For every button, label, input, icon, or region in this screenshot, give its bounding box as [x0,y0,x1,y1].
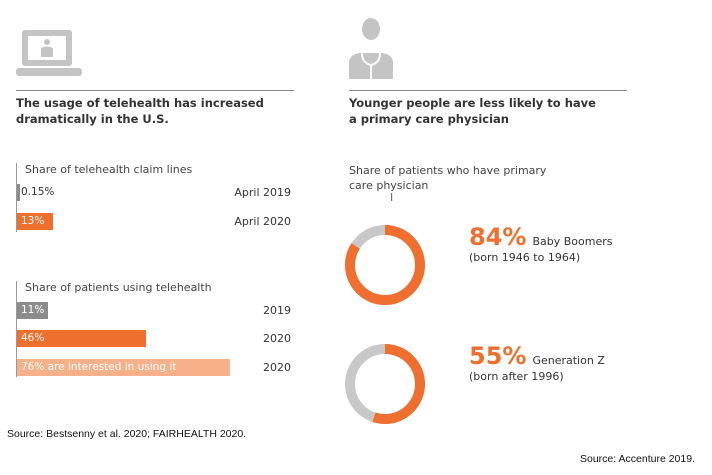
donut-detail: (born 1946 to 1964) [469,251,581,264]
right-heading: Younger people are less likely to have a… [349,95,596,127]
bar: 46% [17,330,146,347]
bar-period-label: 2020 [263,332,291,345]
donut-label-line1: 55% Generation Z [469,344,605,369]
divider [16,90,294,91]
doctor-stethoscope-icon [349,18,393,79]
donut-subtitle-line1: Share of patients who have primary [349,164,547,177]
bar-value-label: 46% [21,332,45,344]
donut-subtitle-line2: care physician [349,179,429,192]
bar-period-label: 2020 [263,361,291,374]
patients-axis [16,281,17,377]
left-heading-line1: The usage of telehealth has increased [16,96,264,110]
bar-value-label: 76% are interested in using it [21,361,177,373]
donut-percent: 84% [469,223,527,251]
donut-label-line1: 84% Baby Boomers [469,225,613,250]
donut-value-slice [345,225,425,305]
donut-value-slice [345,344,425,424]
bar-period-label: April 2020 [234,215,291,228]
right-heading-line1: Younger people are less likely to have [349,96,596,110]
laptop-doctor-icon [16,30,82,76]
patients-title: Share of patients using telehealth [25,281,212,294]
bar: 0.15% [17,184,77,201]
donut-detail: (born after 1996) [469,370,564,383]
left-heading-line2: dramatically in the U.S. [16,112,169,126]
text-cursor-icon: I [390,191,394,204]
donut-label: 55% Generation Z (born after 1996) [469,344,605,385]
bar-value-label: 11% [21,304,45,316]
right-heading-line2: a primary care physician [349,112,509,126]
bar: 13% [17,213,54,230]
bar: 11% [17,302,48,319]
donut-chart [345,225,425,305]
claims-title: Share of telehealth claim lines [25,163,193,176]
left-source: Source: Bestsenny et al. 2020; FAIRHEALT… [7,428,247,440]
divider [349,90,627,91]
donut-subtitle: Share of patients who have primary care … [349,163,546,193]
donut-label: 84% Baby Boomers (born 1946 to 1964) [469,225,613,266]
bar-value-label: 13% [21,215,45,227]
bar-period-label: 2019 [263,304,291,317]
donut-percent: 55% [469,342,527,370]
bar: 76% are interested in using it [17,359,230,376]
left-heading: The usage of telehealth has increased dr… [16,95,264,127]
right-source: Source: Accenture 2019. [580,453,695,465]
bar-stub [17,184,20,201]
claims-axis [16,163,17,232]
bar-period-label: April 2019 [234,186,291,199]
donut-group: Baby Boomers [532,235,613,248]
donut-chart [345,344,425,424]
bar-value-label: 0.15% [21,186,55,198]
donut-group: Generation Z [532,354,605,367]
